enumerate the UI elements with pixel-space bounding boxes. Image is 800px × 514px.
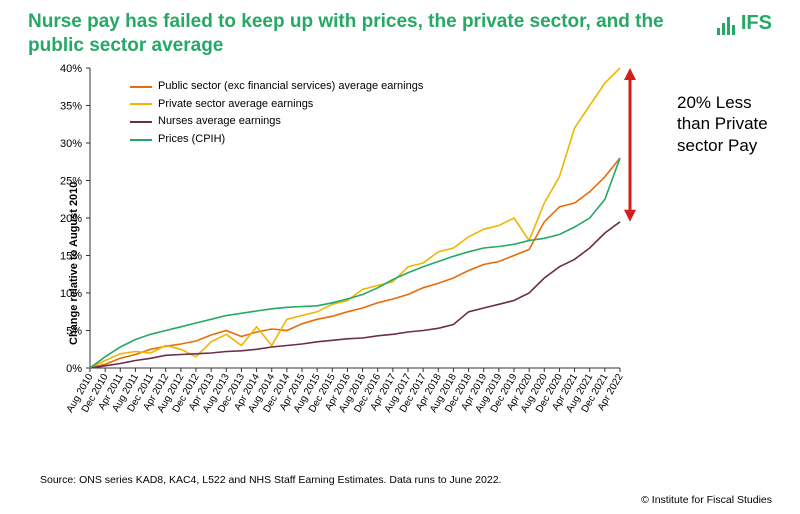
- logo-bars-icon: [717, 17, 735, 35]
- legend-label: Prices (CPIH): [158, 131, 225, 149]
- legend-swatch-icon: [130, 139, 152, 141]
- svg-text:30%: 30%: [60, 138, 82, 150]
- ifs-logo: IFS: [717, 12, 772, 35]
- legend-item-nurses: Nurses average earnings: [130, 113, 423, 131]
- legend-label: Private sector average earnings: [158, 96, 313, 114]
- gap-arrow-head-top: [624, 68, 636, 80]
- y-axis-label: Change relative to August 2010: [68, 182, 80, 345]
- legend-swatch-icon: [130, 121, 152, 123]
- copyright-note: © Institute for Fiscal Studies: [641, 494, 772, 506]
- legend-label: Public sector (exc financial services) a…: [158, 78, 423, 96]
- chart-header: Nurse pay has failed to keep up with pri…: [28, 10, 700, 58]
- series-prices: [90, 158, 620, 368]
- svg-text:40%: 40%: [60, 63, 82, 75]
- series-public: [90, 158, 620, 368]
- legend-swatch-icon: [130, 86, 152, 88]
- legend-item-prices: Prices (CPIH): [130, 131, 423, 149]
- source-note: Source: ONS series KAD8, KAC4, L522 and …: [40, 474, 501, 486]
- svg-text:35%: 35%: [60, 101, 82, 113]
- legend-swatch-icon: [130, 103, 152, 105]
- gap-annotation: 20% Less than Private sector Pay: [677, 92, 782, 156]
- gap-arrow-head-bottom: [624, 210, 636, 222]
- svg-text:0%: 0%: [66, 363, 82, 375]
- legend-item-public: Public sector (exc financial services) a…: [130, 78, 423, 96]
- logo-text: IFS: [741, 12, 772, 35]
- chart-title: Nurse pay has failed to keep up with pri…: [28, 10, 700, 58]
- legend-item-private: Private sector average earnings: [130, 96, 423, 114]
- chart-legend: Public sector (exc financial services) a…: [130, 78, 423, 148]
- legend-label: Nurses average earnings: [158, 113, 281, 131]
